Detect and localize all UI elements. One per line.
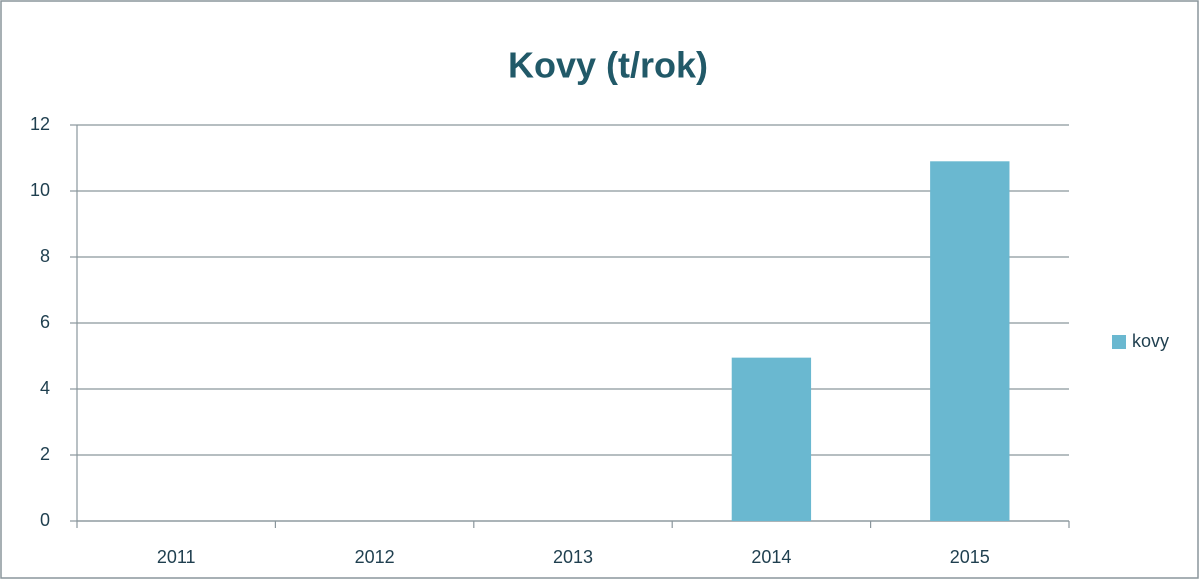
x-tick-label: 2011	[157, 547, 196, 567]
y-tick-label: 8	[40, 246, 50, 266]
x-tick-label: 2014	[751, 547, 791, 567]
x-tick-label: 2013	[553, 547, 593, 567]
y-tick-label: 2	[40, 444, 50, 464]
bar	[731, 357, 812, 521]
x-tick-label: 2015	[950, 547, 990, 567]
y-tick-label: 4	[40, 378, 50, 398]
y-tick-label: 10	[30, 180, 50, 200]
legend-swatch	[1112, 335, 1126, 349]
y-tick-label: 12	[30, 114, 50, 134]
chart-title: Kovy (t/rok)	[508, 45, 708, 86]
legend-label: kovy	[1132, 331, 1169, 351]
y-tick-label: 0	[40, 510, 50, 530]
bar	[930, 161, 1010, 522]
x-tick-label: 2012	[355, 547, 395, 567]
y-tick-label: 6	[40, 312, 50, 332]
